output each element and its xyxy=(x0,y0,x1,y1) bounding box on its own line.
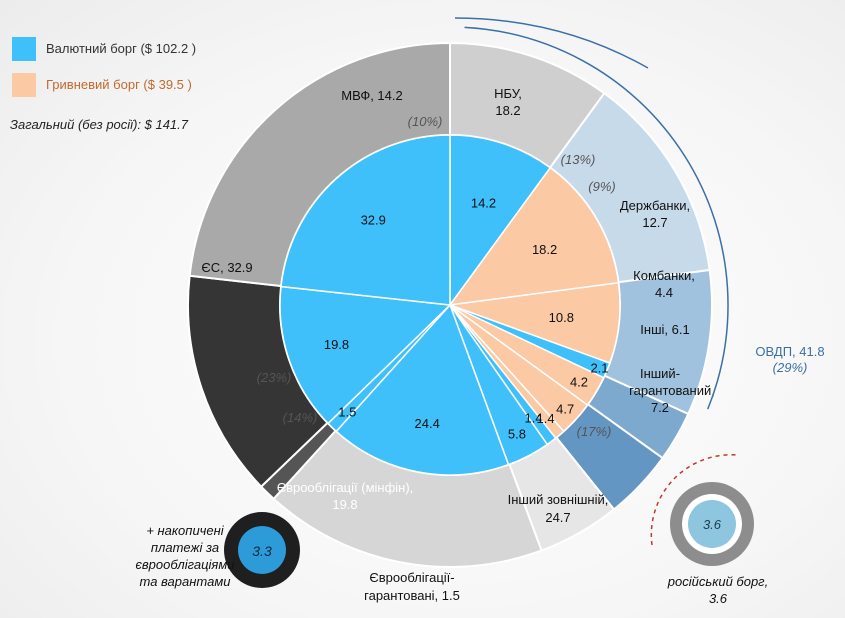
inner-slice-9 xyxy=(335,303,510,476)
russian-value: 3.6 xyxy=(703,517,722,532)
other-guar-label-2: гарантований, xyxy=(629,383,715,398)
other-ext-label-1: Інший зовнішній, xyxy=(508,492,609,507)
eu-label: ЄС, 32.9 xyxy=(201,260,252,275)
inner-label-12: 32.9 xyxy=(361,212,386,227)
inner-label-6: 1.4 xyxy=(537,411,555,426)
inner-label-10: 1.5 xyxy=(338,405,356,420)
nbu-label-1: НБУ, xyxy=(494,86,522,101)
statebanks-label-2: 12.7 xyxy=(642,215,667,230)
ovdp-bracket xyxy=(464,26,729,410)
accumulated-caption-3: та варантами xyxy=(140,574,231,589)
total-label: Загальний (без росії): $ 141.7 xyxy=(10,117,188,132)
accumulated-value: 3.3 xyxy=(252,543,272,559)
commbanks-label-2: 4.4 xyxy=(655,285,673,300)
inner-slice-11 xyxy=(279,285,452,425)
outer-ring xyxy=(187,41,713,568)
eurobonds-share: (14%) xyxy=(283,410,318,425)
inner-label-1: 18.2 xyxy=(532,242,557,257)
inner-slice-1 xyxy=(448,166,620,306)
inner-label-11: 19.8 xyxy=(324,337,349,352)
chart-labels: 14.218.210.82.14.24.71.41.45.824.41.519.… xyxy=(135,17,825,606)
statebanks-label-1: Держбанки, xyxy=(620,198,690,213)
statebanks-share: (9%) xyxy=(588,179,615,194)
imf-label: МВФ, 14.2 xyxy=(341,88,402,103)
eurobonds-label-1: Єврооблігації (мінфін), xyxy=(277,480,414,495)
accumulated-caption-2: єврооблігаціями xyxy=(135,557,234,572)
eurobonds-guar-label-2: гарантовані, 1.5 xyxy=(364,588,460,603)
inner-label-7: 1.4 xyxy=(525,410,543,425)
ovdp-label: ОВДП, 41.8 xyxy=(755,344,824,359)
eurobonds-label-2: 19.8 xyxy=(332,497,357,512)
inner-ring xyxy=(279,134,621,476)
accumulated-caption-1: платежі за xyxy=(151,540,219,555)
accumulated-inner-circle xyxy=(238,526,286,574)
russian-inner-circle xyxy=(688,500,736,548)
other-guar-label-3: 7.2 xyxy=(651,400,669,415)
other-ext-share: (17%) xyxy=(577,424,612,439)
eu-share: (23%) xyxy=(257,370,292,385)
uah-legend-swatch xyxy=(12,73,36,97)
accumulated-caption-0: + накопичені xyxy=(146,523,224,538)
inner-label-5: 4.7 xyxy=(556,402,574,417)
inner-label-3: 2.1 xyxy=(590,360,608,375)
inner-label-4: 4.2 xyxy=(570,375,588,390)
inner-slice-0 xyxy=(449,134,552,308)
other-ext-label-2: 24.7 xyxy=(545,510,570,525)
ovdp-share: (29%) xyxy=(773,360,808,375)
inner-label-9: 24.4 xyxy=(415,416,440,431)
other-guar-label-1: Інший- xyxy=(640,366,680,381)
inner-label-8: 5.8 xyxy=(508,427,526,442)
commbanks-label-1: Комбанки, xyxy=(633,268,695,283)
russian-debt-dashed-arc xyxy=(650,453,739,546)
russian-caption-1: російський борг, xyxy=(667,574,768,589)
others-label: Інші, 6.1 xyxy=(640,322,689,337)
imf-share: (10%) xyxy=(408,114,443,129)
fx-legend-label: Валютний борг ($ 102.2 ) xyxy=(46,41,197,56)
eurobonds-guar-label-1: Єврооблігації- xyxy=(369,570,454,585)
inner-slice-12 xyxy=(280,134,451,306)
inner-label-2: 10.8 xyxy=(549,310,574,325)
fx-legend-swatch xyxy=(12,37,36,61)
uah-legend-label: Гривневий борг ($ 39.5 ) xyxy=(46,77,192,92)
nbu-label-2: 18.2 xyxy=(495,103,520,118)
russian-caption-2: 3.6 xyxy=(709,591,728,606)
inner-label-0: 14.2 xyxy=(471,195,496,210)
nbu-share: (13%) xyxy=(561,152,596,167)
ovdp-bracket-top xyxy=(454,17,649,69)
